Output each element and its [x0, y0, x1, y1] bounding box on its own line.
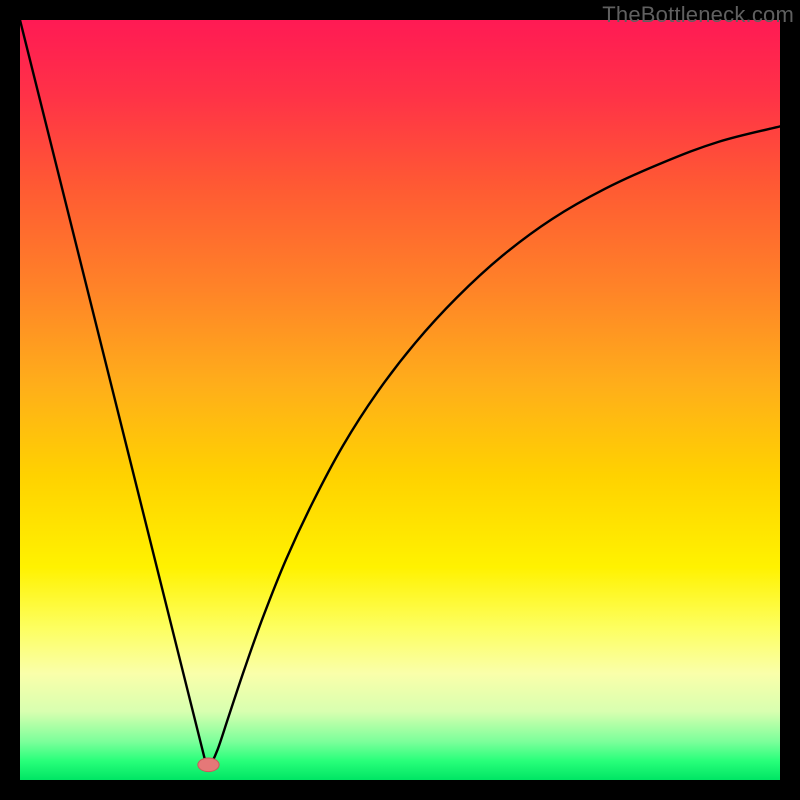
plot-area: [20, 20, 780, 780]
bottleneck-curve-chart: [20, 20, 780, 780]
watermark-text: TheBottleneck.com: [602, 2, 794, 28]
optimum-marker: [198, 758, 219, 772]
chart-frame: TheBottleneck.com: [0, 0, 800, 800]
gradient-background: [20, 20, 780, 780]
